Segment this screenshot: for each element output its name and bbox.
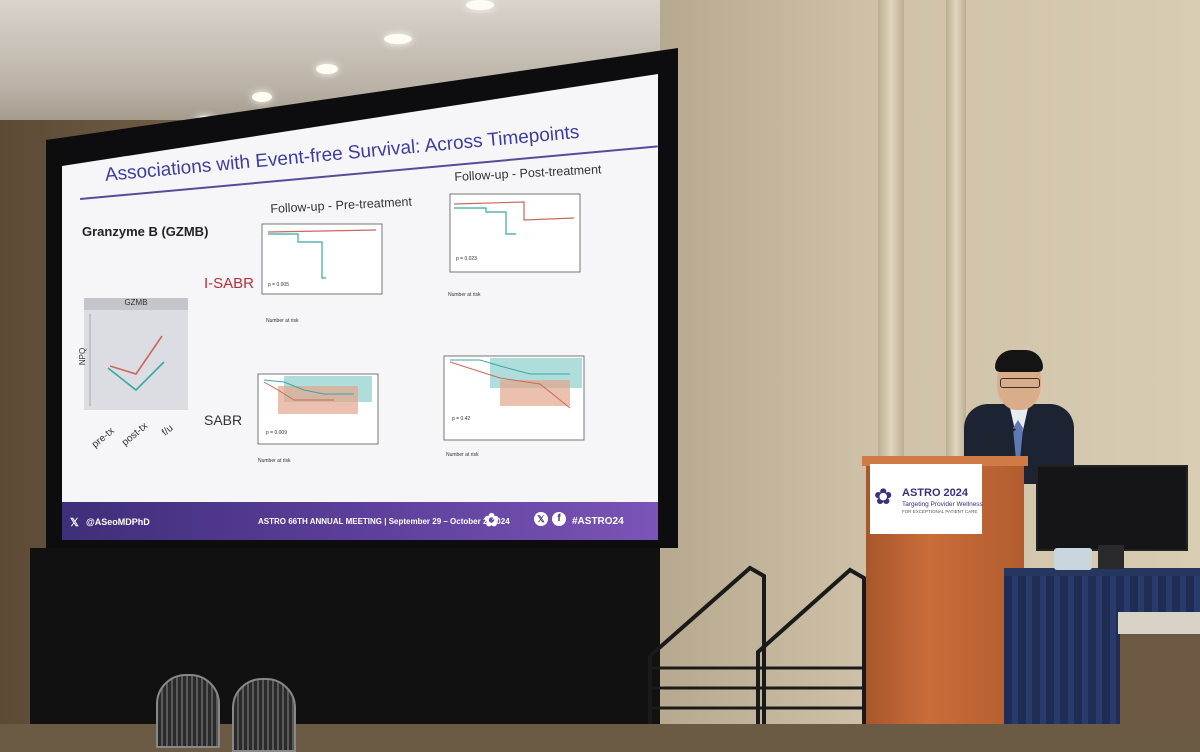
number-at-risk-label: Number at risk [448, 292, 481, 298]
gzmb-mini-plot-ylabel: NPQ [78, 347, 88, 366]
number-at-risk-label: Number at risk [266, 318, 299, 324]
panel-label-pre: Follow-up - Pre-treatment [270, 194, 413, 216]
number-at-risk-label: Number at risk [446, 452, 479, 458]
mini-xtick: post-tx [120, 420, 151, 449]
panel-label-post: Follow-up - Post-treatment [454, 162, 602, 184]
gzmb-mini-plot-lines [89, 314, 165, 406]
lotus-logo-icon: ✿ [874, 484, 893, 509]
km-plot-sabr-pre [257, 373, 379, 445]
mini-xtick: f/u [160, 422, 176, 439]
km-plot-isabr-post [449, 193, 581, 273]
podium-sign: ✿ [870, 464, 982, 534]
marker-heading: Granzyme B (GZMB) [82, 224, 209, 239]
mini-xtick: pre-tx [90, 425, 117, 451]
facebook-icon: f [552, 512, 566, 526]
water-bottles [1054, 548, 1092, 570]
side-table-top [1118, 612, 1200, 634]
p-value: p = 0.005 [268, 282, 289, 288]
ceiling-light [466, 0, 494, 10]
speaker-glasses [1000, 378, 1040, 388]
p-value: p = 0.42 [452, 416, 471, 422]
ceiling-light [316, 64, 338, 74]
ceiling-light [252, 92, 272, 102]
number-at-risk-label: Number at risk [258, 458, 291, 464]
x-icon: 𝕏 [70, 517, 79, 529]
km-plot-sabr-post [443, 355, 585, 441]
stair-railing [648, 565, 866, 724]
p-value: p = 0.023 [456, 256, 477, 262]
monitor-stand [1098, 545, 1124, 569]
x-icon: 𝕏 [534, 512, 548, 526]
table-top [1004, 568, 1200, 576]
gzmb-mini-plot-title: GZMB [84, 298, 188, 310]
slide-footer: 𝕏 @ASeoMDPhD ASTRO 66TH ANNUAL MEETING |… [62, 502, 658, 540]
slide: Associations with Event-free Survival: A… [62, 74, 658, 540]
row-label-sabr: SABR [204, 412, 243, 428]
audience-chair [232, 678, 296, 752]
row-label-isabr: I-SABR [204, 275, 255, 292]
footer-handle: @ASeoMDPhD [86, 517, 150, 527]
footer-hashtag: #ASTRO24 [572, 516, 624, 527]
speaker-hair [995, 350, 1043, 372]
ceiling-light [384, 34, 412, 44]
footer-meeting: ASTRO 66TH ANNUAL MEETING | September 29… [258, 517, 510, 526]
gzmb-mini-plot [84, 298, 188, 410]
speaker-tie [1013, 420, 1023, 460]
lotus-logo-icon: ✿ [484, 510, 500, 530]
podium-brand: ASTRO 2024 [902, 487, 969, 499]
audience-chair [156, 674, 220, 748]
km-plot-isabr-pre [261, 223, 383, 295]
podium-subtagline: FOR EXCEPTIONAL PATIENT CARE [902, 509, 978, 514]
p-value: p = 0.009 [266, 430, 287, 436]
confidence-monitor [1036, 465, 1188, 551]
podium-top [862, 456, 1028, 466]
stage-skirt [30, 548, 660, 724]
podium-tagline: Targeting Provider Wellness [902, 501, 983, 508]
